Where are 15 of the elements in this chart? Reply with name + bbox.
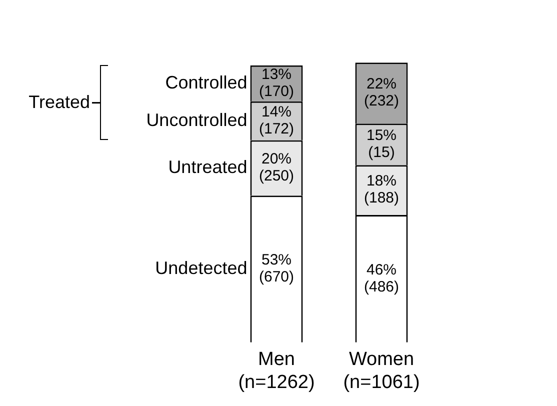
data-label: 14% (172) [258, 103, 294, 138]
data-label: 46% (486) [364, 261, 400, 296]
text: Treated [28, 92, 90, 112]
data-label: 22% (232) [364, 76, 400, 110]
data-label: 53% (670) [258, 252, 294, 286]
series-label: Undetected [155, 258, 248, 278]
series-label: Controlled [165, 72, 248, 92]
data-label: 20% (250) [258, 150, 294, 185]
x-tick-label: Men (n=1262) [238, 349, 315, 393]
series-label: Untreated [168, 156, 248, 177]
data-label: 13% (170) [258, 66, 294, 100]
x-tick-label: Women (n=1061) [343, 349, 420, 393]
data-label: 18% (188) [364, 172, 400, 207]
data-label: 15% (15) [366, 126, 397, 161]
series-label: Uncontrolled [146, 110, 248, 130]
